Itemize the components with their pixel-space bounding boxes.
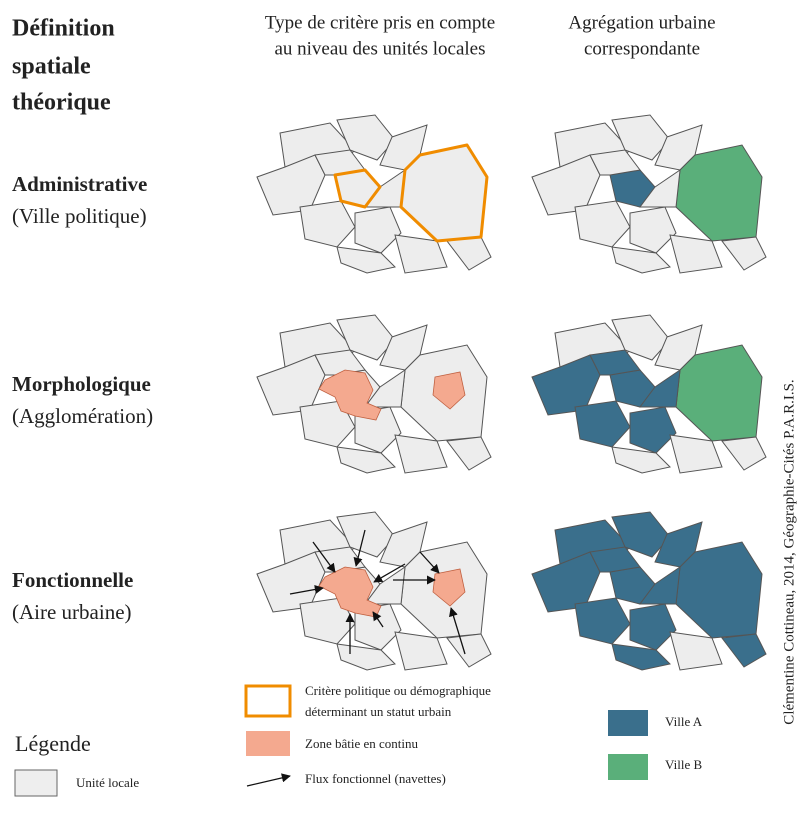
local-unit [639,168,681,208]
local-unit [611,643,672,671]
flow-arrow [312,541,336,573]
local-unit [589,349,641,376]
legend-swatch [246,731,290,756]
legend-swatch [14,769,58,797]
row-title: Fonctionnelle [12,568,133,592]
legend-label: Flux fonctionnel (navettes) [305,771,446,786]
local-unit [611,246,672,274]
row-subtitle: (Aire urbaine) [12,600,132,624]
local-unit [669,631,723,671]
flow-arrow [289,584,324,595]
local-unit [721,633,767,668]
local-unit [611,446,672,474]
urban-criterion [399,143,489,243]
legend-swatch [244,684,292,718]
legend-title: Légende [15,731,91,756]
local-unit [589,546,641,573]
maps [256,114,767,671]
legend-arrow [246,773,291,787]
local-unit [336,246,397,274]
local-unit [446,633,492,668]
local-unit [354,206,402,254]
local-unit [336,446,397,474]
built-area [432,568,466,607]
local-unit [629,406,677,454]
flow-arrow [373,563,406,583]
local-unit [299,597,356,645]
column-header: au niveau des unités locales [274,38,485,59]
legend-swatch [608,754,648,780]
built-area [432,371,466,410]
local-unit [629,206,677,254]
flow-arrow [353,529,366,567]
title-line: théorique [12,90,111,116]
local-unit [574,400,631,448]
row-subtitle: (Agglomération) [12,404,153,428]
local-unit [589,149,641,176]
legend-label: Unité locale [76,775,139,790]
local-unit [394,434,448,474]
local-unit [446,236,492,271]
column-header: correspondante [584,38,700,59]
local-unit [669,434,723,474]
legend-label: déterminant un statut urbain [305,704,452,719]
local-unit [669,234,723,274]
local-unit [574,200,631,248]
local-unit [299,200,356,248]
credit: Clémentine Cottineau, 2014, Géographie-C… [781,379,797,724]
local-unit [336,643,397,671]
local-unit [446,436,492,471]
local-unit [639,368,681,408]
built-area [318,369,382,421]
flow-arrow [372,611,384,628]
local-unit [629,603,677,651]
row-title: Morphologique [12,372,151,396]
legend-label: Ville B [665,757,702,772]
urban-criterion [333,168,382,209]
column-header: Agrégation urbaine [568,12,715,33]
local-unit [574,597,631,645]
legend-label: Zone bâtie en continu [305,736,418,751]
local-unit [721,236,767,271]
row-subtitle: (Ville politique) [12,204,147,228]
title-line: spatiale [12,54,91,80]
local-unit [721,436,767,471]
legend-label: Critère politique ou démographique [305,683,491,698]
local-unit [394,234,448,274]
legend-label: Ville A [665,714,703,729]
row-title: Administrative [12,172,147,196]
flow-arrow [419,551,440,574]
column-header: Type de critère pris en compte [265,12,495,33]
title-line: Définition [12,16,115,42]
legend-swatch [608,710,648,736]
local-unit [394,631,448,671]
flow-arrow [449,607,466,655]
local-unit [639,565,681,605]
local-unit [299,400,356,448]
